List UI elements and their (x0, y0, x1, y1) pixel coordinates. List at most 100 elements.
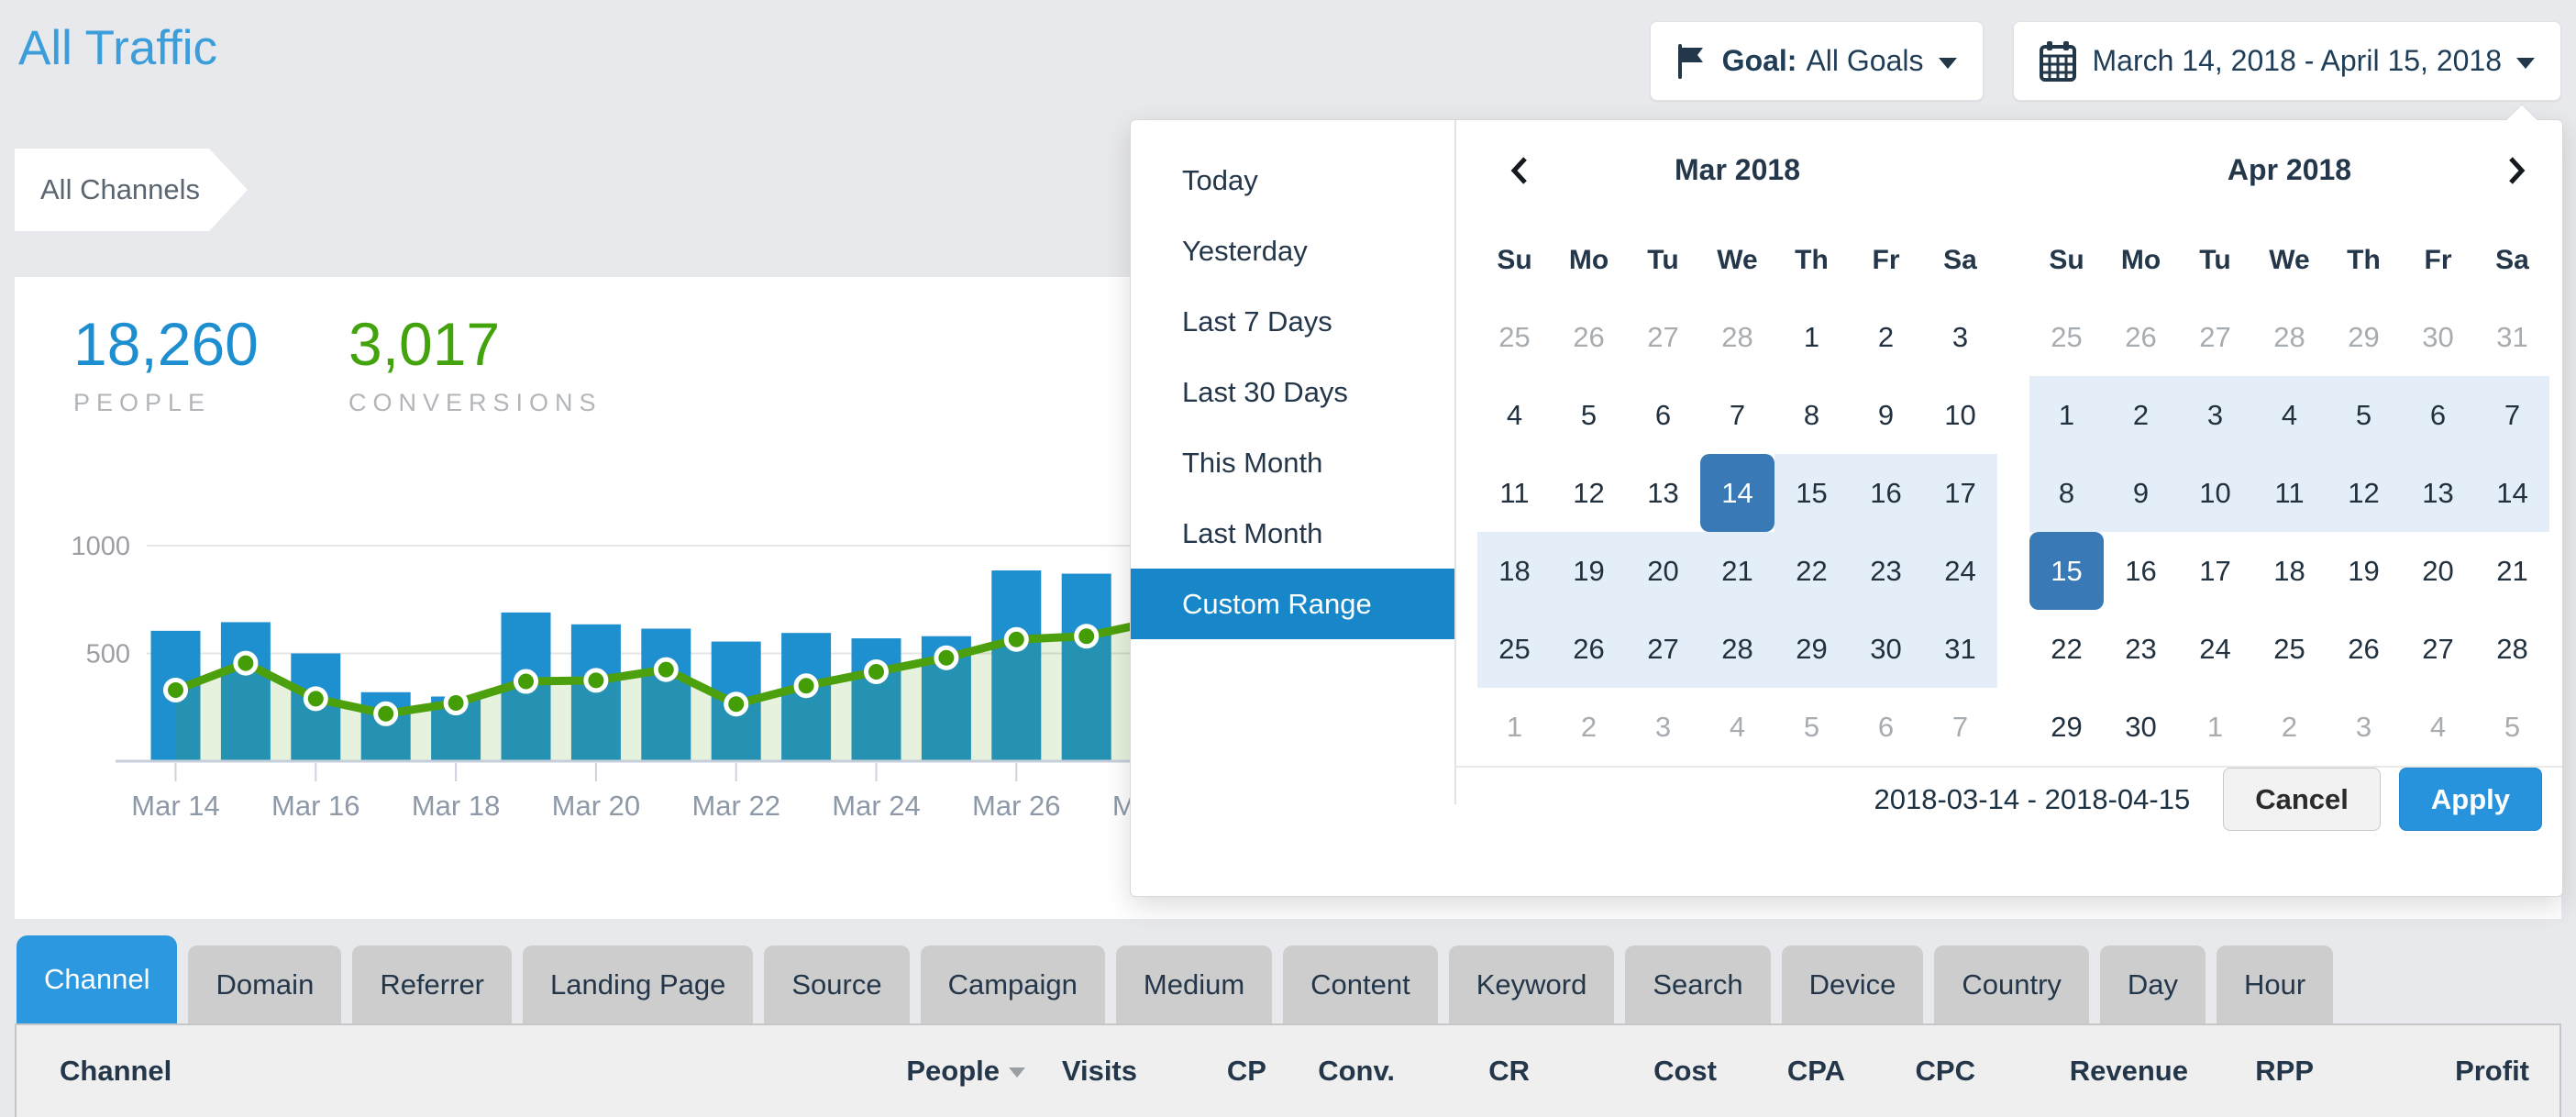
calendar-day[interactable]: 6 (1654, 398, 1672, 431)
calendar-day[interactable]: 6 (1877, 710, 1895, 743)
tab-content[interactable]: Content (1283, 946, 1438, 1023)
cancel-button[interactable]: Cancel (2223, 768, 2381, 831)
calendar-day[interactable]: 5 (1580, 398, 1598, 431)
calendar-day[interactable]: 28 (1721, 320, 1753, 353)
calendar-day[interactable]: 18 (1477, 532, 1552, 610)
calendar-day[interactable]: 18 (2273, 554, 2305, 587)
tab-search[interactable]: Search (1625, 946, 1771, 1023)
calendar-day[interactable]: 4 (2429, 710, 2447, 743)
calendar-day[interactable]: 28 (1700, 610, 1774, 688)
calendar-day[interactable]: 14 (1700, 454, 1774, 532)
calendar-day[interactable]: 10 (1944, 398, 1976, 431)
calendar-day[interactable]: 4 (1729, 710, 1746, 743)
tab-source[interactable]: Source (764, 946, 910, 1023)
calendar-day[interactable]: 27 (1626, 610, 1700, 688)
calendar-day[interactable]: 7 (1729, 398, 1746, 431)
tab-landing-page[interactable]: Landing Page (523, 946, 754, 1023)
goal-selector-button[interactable]: Goal: All Goals (1649, 21, 1984, 101)
col-revenue[interactable]: Revenue (2069, 1055, 2188, 1087)
calendar-day[interactable]: 3 (2355, 710, 2372, 743)
calendar-day[interactable]: 26 (1552, 610, 1626, 688)
calendar-day[interactable]: 1 (1803, 320, 1820, 353)
col-visits[interactable]: Visits (1061, 1055, 1137, 1087)
tab-referrer[interactable]: Referrer (352, 946, 513, 1023)
preset-yesterday[interactable]: Yesterday (1182, 235, 1308, 267)
tab-medium[interactable]: Medium (1115, 946, 1273, 1023)
calendar-day[interactable]: 30 (2125, 710, 2157, 743)
tab-domain[interactable]: Domain (188, 946, 342, 1023)
tab-channel[interactable]: Channel (17, 935, 178, 1023)
calendar-day[interactable]: 23 (2125, 632, 2157, 665)
calendar-day[interactable]: 24 (1923, 532, 1997, 610)
col-cr[interactable]: CR (1488, 1055, 1530, 1087)
calendar-day[interactable]: 17 (2199, 554, 2231, 587)
calendar-day[interactable]: 8 (1803, 398, 1820, 431)
col-cpc[interactable]: CPC (1915, 1055, 1975, 1087)
preset-last-30-days[interactable]: Last 30 Days (1182, 376, 1348, 408)
calendar-day[interactable]: 2 (2281, 710, 2298, 743)
calendar-day[interactable]: 20 (2422, 554, 2454, 587)
date-range-button[interactable]: March 14, 2018 - April 15, 2018 (2012, 21, 2561, 101)
calendar-day[interactable]: 29 (1774, 610, 1849, 688)
chevron-right-icon[interactable] (2500, 153, 2533, 188)
preset-last-7-days[interactable]: Last 7 Days (1182, 305, 1332, 337)
calendar-day[interactable]: 27 (2422, 632, 2454, 665)
calendar-day[interactable]: 25 (2051, 320, 2083, 353)
calendar-day[interactable]: 26 (2348, 632, 2380, 665)
calendar-day[interactable]: 3 (1951, 320, 1969, 353)
calendar-day[interactable]: 29 (2348, 320, 2380, 353)
tab-day[interactable]: Day (2099, 946, 2206, 1023)
calendar-day[interactable]: 2 (2104, 376, 2178, 454)
col-profit[interactable]: Profit (2455, 1055, 2529, 1087)
tab-country[interactable]: Country (1934, 946, 2089, 1023)
chevron-left-icon[interactable] (1503, 153, 1536, 188)
tab-device[interactable]: Device (1781, 946, 1924, 1023)
calendar-day[interactable]: 19 (1552, 532, 1626, 610)
col-rpp[interactable]: RPP (2255, 1055, 2314, 1087)
calendar-day[interactable]: 1 (2206, 710, 2224, 743)
calendar-day[interactable]: 26 (2125, 320, 2157, 353)
col-conv[interactable]: Conv. (1318, 1055, 1395, 1087)
breadcrumb[interactable]: All Channels (15, 149, 248, 231)
calendar-day[interactable]: 15 (2029, 532, 2104, 610)
calendar-day[interactable]: 25 (2273, 632, 2305, 665)
calendar-day[interactable]: 28 (2496, 632, 2528, 665)
calendar-day[interactable]: 2 (1877, 320, 1895, 353)
calendar-day[interactable]: 14 (2475, 454, 2549, 532)
calendar-day[interactable]: 25 (1477, 610, 1552, 688)
calendar-day[interactable]: 21 (1700, 532, 1774, 610)
calendar-day[interactable]: 12 (1573, 476, 1605, 509)
apply-button[interactable]: Apply (2398, 768, 2542, 831)
calendar-day[interactable]: 24 (2199, 632, 2231, 665)
calendar-day[interactable]: 6 (2401, 376, 2475, 454)
preset-today[interactable]: Today (1182, 164, 1258, 196)
calendar-day[interactable]: 23 (1849, 532, 1923, 610)
calendar-day[interactable]: 21 (2496, 554, 2528, 587)
calendar-day[interactable]: 1 (1506, 710, 1523, 743)
tab-hour[interactable]: Hour (2217, 946, 2334, 1023)
col-channel[interactable]: Channel (60, 1055, 172, 1087)
calendar-day[interactable]: 7 (2475, 376, 2549, 454)
calendar-day[interactable]: 15 (1774, 454, 1849, 532)
calendar-day[interactable]: 25 (1498, 320, 1531, 353)
calendar-day[interactable]: 7 (1951, 710, 1969, 743)
calendar-day[interactable]: 31 (2496, 320, 2528, 353)
col-people[interactable]: People (819, 1055, 1025, 1088)
calendar-day[interactable]: 11 (1499, 476, 1530, 509)
calendar-day[interactable]: 12 (2327, 454, 2401, 532)
calendar-day[interactable]: 22 (2051, 632, 2083, 665)
calendar-day[interactable]: 27 (1647, 320, 1679, 353)
calendar-day[interactable]: 30 (1849, 610, 1923, 688)
calendar-day[interactable]: 4 (2252, 376, 2327, 454)
preset-custom-range[interactable]: Custom Range (1131, 569, 1454, 639)
col-cp[interactable]: CP (1226, 1055, 1266, 1087)
calendar-day[interactable]: 9 (1877, 398, 1895, 431)
tab-keyword[interactable]: Keyword (1448, 946, 1615, 1023)
calendar-day[interactable]: 8 (2029, 454, 2104, 532)
calendar-day[interactable]: 31 (1923, 610, 1997, 688)
preset-last-month[interactable]: Last Month (1182, 517, 1323, 549)
calendar-day[interactable]: 29 (2051, 710, 2083, 743)
calendar-day[interactable]: 28 (2273, 320, 2305, 353)
tab-campaign[interactable]: Campaign (920, 946, 1105, 1023)
calendar-day[interactable]: 3 (2178, 376, 2252, 454)
